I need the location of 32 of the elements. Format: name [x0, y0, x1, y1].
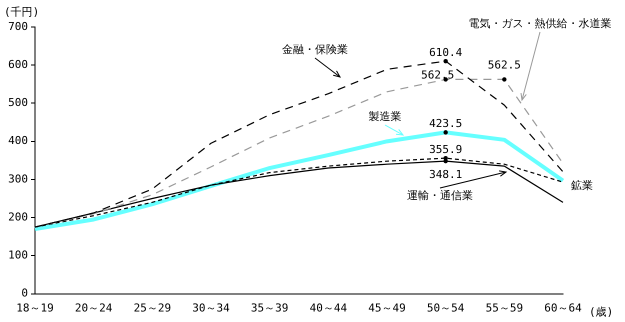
- x-tick-label: 25～29: [134, 301, 172, 314]
- annotation: 423.5: [429, 117, 462, 130]
- x-tick-label: 55～59: [486, 301, 524, 314]
- x-axis-title: (歳): [589, 306, 614, 319]
- series-label: 鉱業: [571, 178, 593, 192]
- annotation: 348.1: [429, 168, 462, 181]
- annotation: 562.5: [421, 68, 454, 82]
- text: 電気・ガス・熱供給・水道業: [468, 16, 612, 30]
- x-tick-label: 60～64: [544, 301, 582, 314]
- x-tick-label: 35～39: [250, 301, 288, 314]
- y-tick-label: 700: [8, 20, 28, 33]
- x-tick-label: 20～24: [74, 301, 113, 314]
- y-tick-label: 600: [8, 58, 28, 71]
- x-tick-label: 30～34: [192, 301, 230, 314]
- annotation: 562.5: [488, 58, 521, 72]
- x-tick-label: 45～49: [368, 301, 406, 314]
- y-axis-title: (千円): [4, 5, 40, 18]
- y-tick-label: 400: [8, 134, 28, 148]
- y-tick-label: 200: [8, 210, 28, 224]
- annotation: 355.9: [429, 143, 462, 156]
- annotation: 610.4: [429, 46, 463, 60]
- y-tick-label: 0: [21, 286, 28, 300]
- y-tick-label: 300: [8, 172, 28, 186]
- x-tick-label: 18～19: [16, 301, 54, 314]
- x-tick-label: 40～44: [310, 301, 348, 314]
- text: 金融・保険業: [282, 42, 348, 56]
- y-tick-label: 100: [8, 248, 28, 262]
- series-label: 製造業: [368, 110, 402, 123]
- x-tick-label: 50～54: [426, 301, 465, 314]
- text: 運輸・通信業: [407, 188, 473, 202]
- point: [443, 58, 448, 64]
- y-tick-label: 500: [8, 96, 28, 110]
